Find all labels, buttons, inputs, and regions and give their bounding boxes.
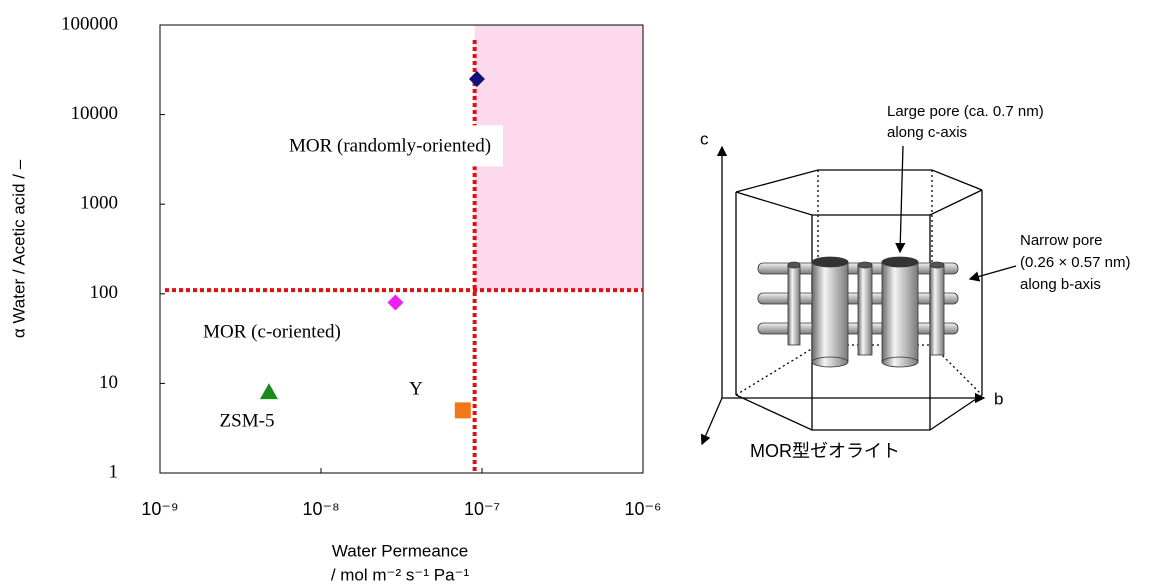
x-tick-label: 10⁻⁷: [464, 499, 500, 519]
prism-edge: [736, 395, 982, 430]
x-tick-label: 10⁻⁹: [141, 499, 178, 519]
point-label: MOR (randomly-oriented): [289, 135, 491, 156]
pores: [758, 257, 958, 367]
x-axis-label: Water Permeance: [332, 541, 468, 560]
annotation: along b-axis: [1020, 276, 1101, 293]
axis-label: b: [994, 389, 1003, 408]
data-point: [387, 294, 403, 310]
y-tick-label: 100000: [61, 13, 118, 34]
figure: 1 10 100 1000 10000 100000 10⁻⁹ 10⁻⁸ 10⁻⁷ 10⁻⁶ MOR…: [0, 0, 1165, 588]
y-tick-label: 10: [99, 372, 118, 393]
x-tick-label: 10⁻⁸: [302, 499, 339, 519]
point-label: ZSM-5: [220, 410, 275, 431]
y-tick-label: 1: [109, 461, 119, 482]
mor-diagram: [702, 146, 1016, 444]
data-point: [455, 402, 471, 418]
plot: 1 10 100 1000 10000 100000 10⁻⁹ 10⁻⁸ 10⁻⁷ 10⁻⁶ MOR…: [61, 13, 661, 518]
annotation: Narrow pore: [1020, 232, 1103, 249]
data-point: [260, 383, 278, 399]
page: {"chart_data": {"type": "scatter", "xlab…: [0, 0, 1165, 588]
x-tick-label: 10⁻⁶: [625, 499, 662, 519]
y-tick-label: 100: [90, 282, 119, 303]
point-label: MOR (c-oriented): [203, 321, 341, 342]
annotation: (0.26 × 0.57 nm): [1020, 254, 1130, 271]
x-axis-label: / mol m⁻² s⁻¹ Pa⁻¹: [331, 565, 470, 584]
point-label: Y: [409, 378, 423, 399]
caption: MOR型ゼオライト: [750, 441, 900, 461]
arrow: [970, 266, 1016, 279]
y-tick-label: 1000: [80, 193, 118, 214]
arrow: [900, 146, 903, 252]
annotation: along c-axis: [887, 124, 967, 141]
axis-label: c: [700, 129, 709, 148]
prism-edge: [736, 190, 982, 215]
a-axis: [702, 398, 722, 444]
y-axis-label: α Water / Acetic acid / –: [9, 159, 28, 338]
y-tick-label: 10000: [71, 103, 119, 124]
prism-edge: [736, 170, 982, 192]
annotation: Large pore (ca. 0.7 nm): [887, 103, 1044, 120]
